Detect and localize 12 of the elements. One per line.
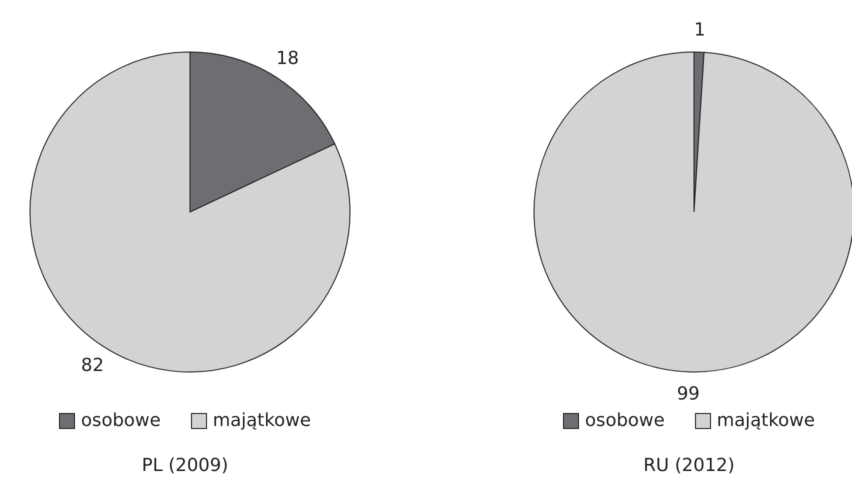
data-label: 18 (276, 48, 299, 69)
legend-label: majątkowe (716, 410, 815, 431)
text: RU (2012) (642, 455, 736, 476)
data-label: 1 (694, 20, 706, 41)
text: PL (2009) (140, 455, 230, 476)
legend-label: osobowe (585, 410, 665, 431)
pie-slice (30, 52, 350, 372)
legend-label: majątkowe (212, 410, 311, 431)
data-label: 82 (81, 355, 104, 376)
legend-label: osobowe (81, 410, 161, 431)
data-label: 99 (676, 383, 700, 404)
pie-slice (534, 52, 852, 372)
